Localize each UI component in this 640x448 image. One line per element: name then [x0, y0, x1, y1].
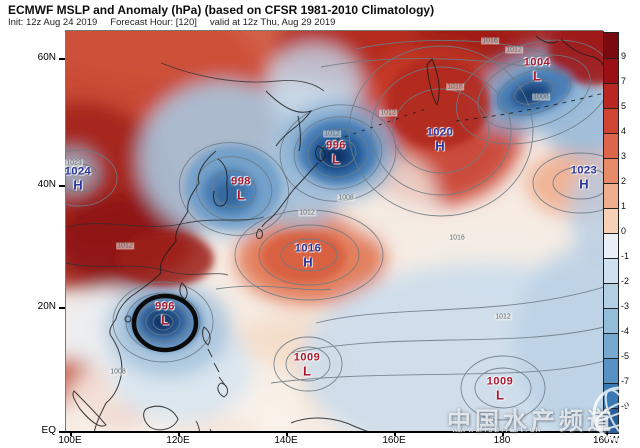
coastlines — [72, 35, 604, 433]
page-title: ECMWF MSLP and Anomaly (hPa) (based on C… — [8, 3, 435, 17]
colorbar-cell — [604, 133, 618, 158]
colorbar-label-7: 7 — [621, 76, 627, 86]
lon-label-100E: 100E — [58, 435, 82, 446]
colorbar-label-1: 1 — [621, 201, 627, 211]
land-isobars — [66, 62, 325, 276]
lon-label-180: 180 — [493, 435, 511, 446]
init-time: Init: 12z Aug 24 2019 — [8, 17, 98, 28]
colorbar-cell — [604, 258, 618, 283]
colorbar-cell — [604, 208, 618, 233]
colorbar-label-0: 0 — [621, 226, 627, 236]
colorbar-cell — [604, 108, 618, 133]
colorbar-cell — [604, 83, 618, 108]
lat-label-40N: 40N — [37, 179, 56, 190]
colorbar-cell — [604, 58, 618, 83]
lat-label-EQ: EQ — [41, 425, 56, 436]
lon-label-120E: 120E — [166, 435, 190, 446]
colorbar-label-4: 4 — [621, 126, 627, 136]
colorbar-label--1: -1 — [621, 251, 630, 261]
colorbar-label-2: 2 — [621, 176, 627, 186]
colorbar-cell — [604, 308, 618, 333]
colorbar-label--2: -2 — [621, 276, 630, 286]
colorbar-cell — [604, 358, 618, 383]
lon-label-140E: 140E — [274, 435, 298, 446]
colorbar-cell — [604, 158, 618, 183]
colorbar-label-9: 9 — [621, 51, 627, 61]
colorbar-cell — [604, 33, 618, 58]
lon-label-160E: 160E — [382, 435, 406, 446]
watermark-url: www.fishfirst.cn — [452, 425, 543, 434]
colorbar-cell — [604, 283, 618, 308]
watermark-globe-icon — [592, 386, 640, 442]
isobar-contours — [66, 39, 604, 421]
lat-label-20N: 20N — [37, 301, 56, 312]
lat-label-60N: 60N — [37, 52, 56, 63]
anomaly-field — [66, 31, 604, 433]
valid-time: valid at 12z Thu, Aug 29 2019 — [209, 17, 336, 28]
forecast-hour: Forecast Hour: [120] — [110, 17, 197, 28]
colorbar-cell — [604, 183, 618, 208]
colorbar-label--4: -4 — [621, 326, 630, 336]
map-canvas — [65, 30, 604, 433]
colorbar-label-5: 5 — [621, 101, 627, 111]
colorbar-label--5: -5 — [621, 351, 630, 361]
bottom-axis-line — [65, 431, 603, 433]
watermark-text: 中国水产频道 — [447, 408, 615, 435]
colorbar — [603, 32, 619, 434]
run-info: Init: 12z Aug 24 2019 Forecast Hour: [120… — [8, 17, 348, 28]
colorbar-cell — [604, 333, 618, 358]
colorbar-label--3: -3 — [621, 301, 630, 311]
colorbar-cell — [604, 233, 618, 258]
colorbar-label-3: 3 — [621, 151, 627, 161]
